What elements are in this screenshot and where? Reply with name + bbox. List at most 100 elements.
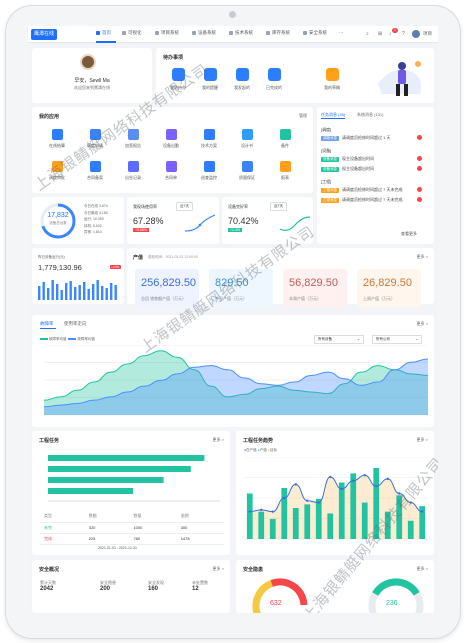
app-item[interactable]: 调度申请 [80, 129, 110, 149]
search-icon[interactable]: ⌕ [366, 31, 369, 37]
notice-item[interactable]: 设备消息 现主设备超出时间 [321, 166, 422, 172]
app-item[interactable]: 调度审批 [42, 161, 72, 181]
trend-bar [338, 482, 345, 539]
daily-bar [83, 282, 86, 300]
trend-more-link[interactable]: 更多 > [416, 321, 428, 326]
legend-dot: ● [267, 448, 270, 452]
app-label: 调度审批 [49, 175, 65, 180]
view-more-link[interactable]: 查看更多 [401, 231, 417, 236]
app-item[interactable]: 备件 [270, 129, 300, 149]
daily-bars [38, 280, 117, 300]
trend-point [294, 483, 297, 486]
app-item[interactable]: 在线结算 [42, 129, 72, 149]
nav-visual[interactable]: 可视化 [122, 30, 142, 36]
availability-period-select[interactable]: 近7天 [270, 202, 287, 211]
app-item[interactable]: 设备出勤 [156, 129, 186, 149]
app-item[interactable]: 合同单 [156, 161, 186, 181]
nav-tech[interactable]: 技术系统 [229, 30, 253, 36]
table-row: 未完 320 1000 300 [40, 522, 224, 534]
app-item[interactable]: 巡查监控 [194, 161, 224, 181]
notice-tag: 工程消息 [321, 198, 339, 203]
work-more-link[interactable]: 更多 > [212, 437, 224, 442]
trend-line [249, 474, 423, 513]
nav-more[interactable]: ··· [339, 30, 344, 35]
user-name[interactable]: 项目 [423, 31, 432, 36]
profile-avatar[interactable] [80, 54, 96, 70]
bell-icon[interactable]: ♪ [389, 31, 392, 37]
trend-bar [384, 511, 391, 539]
app-icon [165, 129, 177, 140]
daily-title: 昨日设备运行(元) [38, 255, 65, 259]
app-item[interactable]: 加签报告 [118, 129, 148, 149]
app-item[interactable]: 出仓记录 [118, 161, 148, 181]
nav-project[interactable]: 项目系统 [155, 30, 179, 36]
trend-device-select[interactable]: 所有设备 ⌄ [314, 335, 364, 344]
app-label: 合同备案 [87, 175, 103, 180]
notice-item[interactable]: 调度消息 请调度员检修时间超过 1 天 [321, 135, 422, 141]
todo-completed[interactable]: 已完成的 [258, 68, 290, 91]
app-icon [241, 161, 253, 172]
notice-text: 现主设备超出时间 [342, 156, 374, 161]
app-item[interactable]: 报表 [270, 161, 300, 181]
utilization-change: +3.68% [133, 228, 149, 232]
daily-bar [74, 287, 77, 300]
tab-usage-trend[interactable]: 使用率走向 [64, 321, 87, 326]
legend-swatch-b [68, 338, 77, 340]
work-trend-more-link[interactable]: 更多 > [416, 437, 428, 442]
todo-reminders[interactable]: 我的提醒 [194, 68, 226, 91]
app-item[interactable]: 技术方案 [194, 129, 224, 149]
tab-fault-rate[interactable]: 故障率 [40, 321, 54, 326]
trend-company-select[interactable]: 所有公司 ⌄ [372, 335, 422, 344]
notice-item[interactable]: 设备消息 现主设备超出时间 [321, 156, 422, 162]
device-breakdown: 今日在线 3,874 今日离线 4,180 运行: 10,390 待机: 5,6… [84, 204, 108, 234]
tab-active-indicator [321, 118, 345, 119]
hazard-gauge-green-value: 236 [386, 600, 398, 607]
output-more-link[interactable]: 更多 > [416, 254, 428, 259]
user-avatar[interactable] [412, 30, 420, 38]
app-icon [51, 161, 63, 172]
safety-more-link[interactable]: 更多 > [212, 566, 224, 571]
notice-group-label: [工程] [321, 179, 332, 184]
nav-stock[interactable]: 库存系统 [266, 30, 290, 36]
app-item[interactable]: 质量保证 [232, 161, 262, 181]
todo-initiated[interactable]: 我发起的 [226, 68, 258, 91]
utilization-period-select[interactable]: 近7天 [176, 202, 193, 211]
availability-sparkline [280, 216, 310, 231]
app-logo[interactable]: 鹰潭在线 [31, 29, 58, 40]
trend-bar [327, 513, 334, 539]
trend-bar [258, 511, 265, 539]
nav-home[interactable]: 首页 [96, 30, 111, 36]
tab-system-messages[interactable]: 系统消息 (131) [357, 112, 384, 117]
todo-drafts[interactable]: 我的草稿 [316, 68, 348, 91]
notice-item[interactable]: 工程消息 请调度员检修时间超过 7 天未完成 [321, 197, 422, 203]
output-today: 829.50 今日产值（万元） [209, 269, 273, 307]
folder-icon [155, 30, 159, 35]
help-icon[interactable]: ? [402, 31, 405, 37]
apps-manage-link[interactable]: 管理 [299, 113, 307, 118]
safety-days: 累计天数 2042 [40, 580, 56, 592]
hazard-gauge-red [252, 578, 308, 613]
notice-tag: 工程消息 [321, 188, 339, 193]
grid-icon[interactable]: ⊞ [378, 31, 383, 37]
tab-task-messages[interactable]: 任务消息 (26) [321, 112, 346, 117]
trend-point [317, 501, 320, 504]
unread-dot [417, 135, 422, 140]
work-date-range[interactable]: 2021-01-01 - 2021-12-31 [98, 546, 137, 550]
app-item[interactable]: 合同备案 [80, 161, 110, 181]
unread-dot [417, 166, 422, 171]
trend-point [260, 508, 263, 512]
todo-mine[interactable]: 我的待办 [162, 68, 194, 91]
nav-safety[interactable]: 安全系统 [303, 30, 327, 36]
work-trend-chart [244, 457, 428, 540]
notice-group-label: [设备] [321, 148, 332, 153]
greeting: 早安，Sewll Ma [74, 78, 110, 84]
notice-text: 请调度员检修时间超过 7 天未完成 [342, 187, 403, 192]
notification-badge: 1 [392, 28, 398, 33]
trend-bar [246, 493, 253, 539]
trend-point [352, 479, 355, 482]
daily-bar [42, 282, 45, 300]
hazard-more-link[interactable]: 更多 > [416, 566, 428, 571]
nav-device[interactable]: 设备系统 [192, 30, 216, 36]
app-item[interactable]: 设计书 [232, 129, 262, 149]
notice-item[interactable]: 工程消息 请调度员检修时间超过 7 天未完成 [321, 187, 422, 193]
